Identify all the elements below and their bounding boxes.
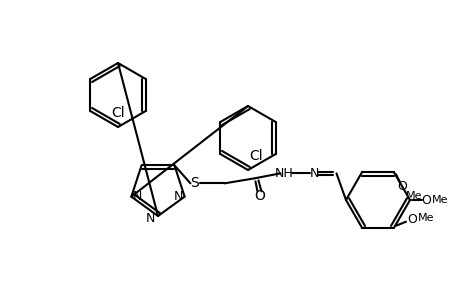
Text: O: O (396, 180, 406, 193)
Text: N: N (309, 167, 319, 180)
Text: O: O (406, 213, 416, 226)
Text: Cl: Cl (111, 106, 124, 120)
Text: Me: Me (431, 195, 447, 205)
Text: O: O (253, 189, 264, 203)
Text: N: N (132, 190, 142, 203)
Text: S: S (190, 176, 198, 190)
Text: Cl: Cl (249, 149, 262, 163)
Text: N: N (145, 212, 154, 224)
Text: Me: Me (417, 213, 433, 223)
Text: Me: Me (405, 191, 421, 201)
Text: NH: NH (274, 167, 293, 180)
Text: O: O (420, 194, 430, 206)
Text: N: N (174, 190, 183, 203)
